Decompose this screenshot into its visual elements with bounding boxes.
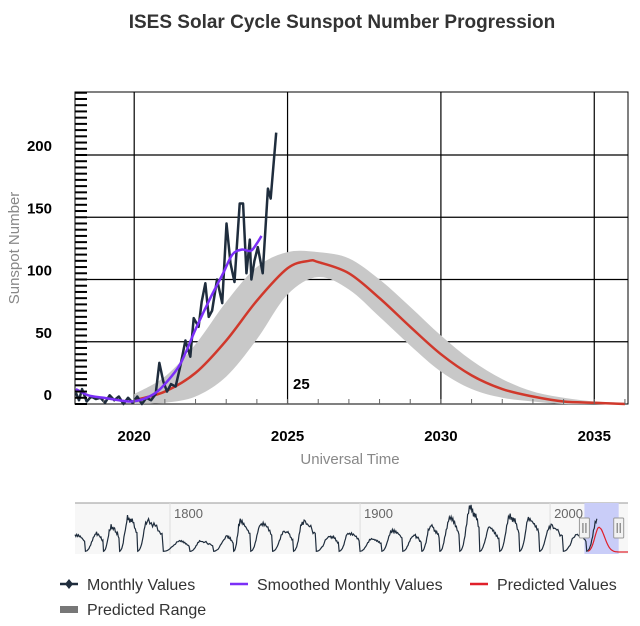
plot-frame [74, 91, 629, 405]
y-tick-label: 100 [27, 263, 52, 280]
legend-item-range[interactable]: Predicted Range [60, 602, 206, 619]
y-axis-label: Sunspot Number [6, 192, 23, 305]
legend: Monthly Values Smoothed Monthly Values Pre… [60, 577, 617, 619]
legend-label: Monthly Values [87, 577, 195, 594]
navigator-label: 1900 [364, 506, 393, 521]
chart-title: ISES Solar Cycle Sunspot Number Progress… [129, 12, 556, 33]
y-tick-label: 0 [44, 387, 52, 404]
series-lines [74, 132, 625, 406]
navigator-left-handle[interactable] [578, 517, 590, 539]
predicted-range-area [134, 250, 625, 405]
x-tick-label: 2030 [424, 428, 457, 445]
legend-item-predicted[interactable]: Predicted Values [470, 577, 617, 594]
y-tick-label: 50 [35, 325, 52, 342]
x-tick-label: 2020 [118, 428, 151, 445]
predicted-values-line [133, 258, 625, 406]
legend-item-smoothed[interactable]: Smoothed Monthly Values [230, 577, 443, 594]
grid [74, 91, 629, 405]
legend-label: Smoothed Monthly Values [257, 577, 443, 594]
navigator-label: 2000 [554, 506, 583, 521]
legend-item-monthly[interactable]: Monthly Values [60, 577, 195, 594]
axis-ticks: 0 50 100 150 200 2020 2025 2030 2035 [27, 91, 626, 445]
legend-range-swatch [60, 606, 78, 613]
navigator-history-line [74, 504, 598, 553]
x-tick-label: 2025 [271, 428, 304, 445]
predicted-range-band [134, 250, 625, 405]
smoothed-values-line [75, 235, 263, 403]
cycle-annotation: 25 [293, 376, 310, 393]
legend-label: Predicted Values [497, 577, 617, 594]
navigator-background [75, 503, 628, 554]
range-navigator[interactable]: 1800 1900 2000 [74, 502, 628, 554]
monthly-values-line [74, 132, 278, 406]
legend-diamond-marker [65, 579, 73, 589]
x-axis-label: Universal Time [300, 451, 399, 468]
x-tick-label: 2035 [578, 428, 611, 445]
y-tick-label: 200 [27, 138, 52, 155]
navigator-predicted-line [587, 526, 619, 553]
navigator-right-handle[interactable] [613, 517, 625, 539]
legend-label: Predicted Range [87, 602, 206, 619]
y-tick-label: 150 [27, 200, 52, 217]
navigator-label: 1800 [174, 506, 203, 521]
